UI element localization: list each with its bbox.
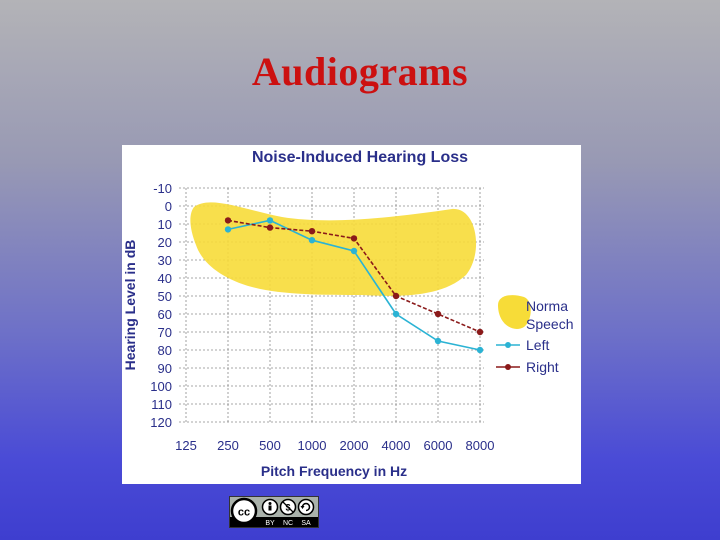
legend-label-right: Right [526, 359, 559, 375]
data-point-left [434, 337, 442, 345]
y-tick-label: 100 [150, 379, 172, 394]
slide-title: Audiograms [251, 49, 469, 94]
y-tick-label: 0 [165, 199, 172, 214]
data-point-right [392, 292, 400, 300]
attribution-icon [261, 498, 279, 516]
legend-marker-left [505, 342, 511, 348]
noncommercial-icon: $ [279, 498, 297, 516]
x-tick-label: 125 [175, 438, 197, 453]
creative-commons-badge[interactable]: cc $ BY NC SA [229, 496, 319, 528]
y-tick-label: 60 [158, 307, 172, 322]
normal-speech-region [190, 202, 477, 296]
legend-swatch-speech [498, 295, 531, 329]
x-tick-label: 2000 [340, 438, 369, 453]
data-point-left [224, 226, 232, 233]
data-point-right [350, 235, 358, 242]
series [224, 217, 484, 354]
badge-label-nc: NC [283, 520, 293, 527]
x-tick-label: 8000 [466, 438, 495, 453]
chart-svg: Noise-Induced Hearing Loss Hearing Level… [122, 149, 573, 479]
sharealike-icon [297, 498, 315, 516]
x-tick-label: 6000 [424, 438, 453, 453]
y-tick-label: 110 [151, 397, 172, 412]
y-tick-labels: -10 0 10 20 30 40 50 60 70 80 90 100 110 120 [150, 181, 172, 430]
data-point-right [434, 310, 442, 318]
x-tick-labels: 125 250 500 1000 2000 4000 6000 8000 [175, 438, 494, 453]
legend: Norma Speech Left Right [496, 295, 573, 375]
y-tick-label: 20 [158, 235, 172, 250]
legend-marker-right [505, 364, 511, 370]
x-axis-label: Pitch Frequency in Hz [261, 463, 407, 479]
legend-label-speech: Norma [526, 298, 568, 314]
data-point-left [308, 237, 316, 244]
data-point-left [350, 247, 358, 255]
y-tick-label: 10 [158, 217, 172, 232]
legend-label-left: Left [526, 337, 549, 353]
legend-label-speech: Speech [526, 316, 573, 332]
y-tick-label: -10 [153, 181, 172, 196]
data-point-right [224, 217, 232, 224]
data-point-right [266, 224, 274, 231]
data-point-right [476, 328, 484, 336]
y-tick-label: 30 [158, 253, 172, 268]
x-tick-label: 4000 [382, 438, 411, 453]
x-tick-label: 1000 [298, 438, 327, 453]
y-tick-label: 90 [158, 361, 172, 376]
y-tick-label: 40 [158, 271, 172, 286]
x-tick-label: 500 [259, 438, 281, 453]
cc-logo-icon: cc [230, 497, 258, 525]
y-tick-label: 50 [158, 289, 172, 304]
data-point-right [308, 228, 316, 235]
badge-label-sa: SA [301, 520, 311, 527]
svg-text:cc: cc [238, 507, 250, 519]
y-tick-label: 80 [158, 343, 172, 358]
y-axis-label: Hearing Level in dB [122, 240, 138, 371]
data-point-left [476, 346, 484, 354]
data-point-left [266, 217, 274, 224]
y-tick-label: 120 [150, 415, 172, 430]
chart-title: Noise-Induced Hearing Loss [252, 149, 468, 166]
y-tick-label: 70 [158, 325, 172, 340]
x-tick-label: 250 [217, 438, 239, 453]
data-point-left [392, 310, 400, 318]
badge-label-by: BY [265, 520, 275, 527]
audiogram-chart: Noise-Induced Hearing Loss Hearing Level… [122, 145, 581, 484]
